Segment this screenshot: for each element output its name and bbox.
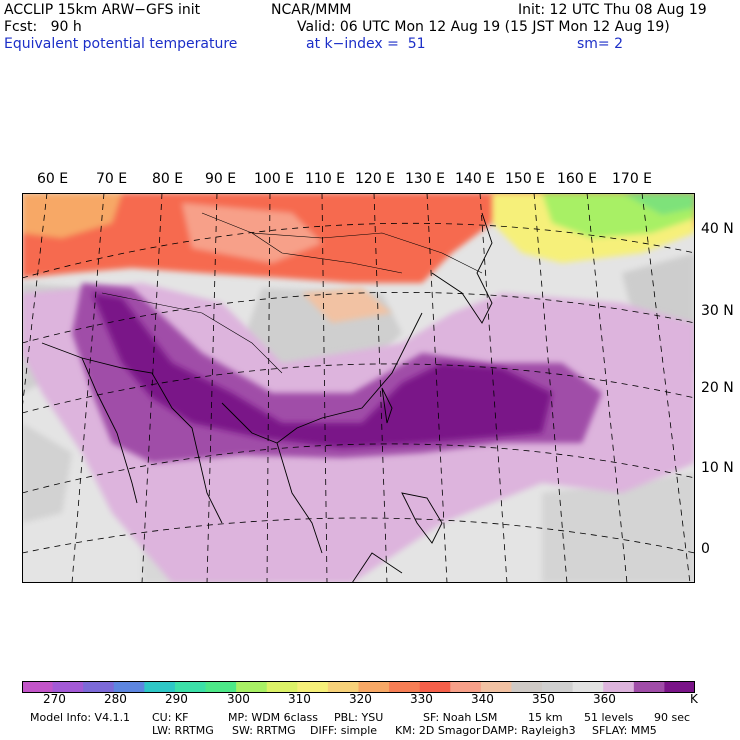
- lat-label-0: 0: [701, 541, 710, 557]
- theta-e-map: [22, 193, 695, 583]
- colorbar-swatch: [113, 681, 145, 693]
- colorbar-tick-340: 340: [471, 692, 494, 706]
- lat-label-10n: 10 N: [701, 460, 734, 476]
- lon-label-100e: 100 E: [254, 171, 295, 187]
- colorbar-swatch: [603, 681, 635, 693]
- borders: [101, 212, 483, 374]
- colorbar-swatch: [266, 681, 298, 693]
- footer-cu: CU: KF: [152, 711, 189, 724]
- colorbar-swatch: [144, 681, 176, 693]
- lat-label-20n: 20 N: [701, 380, 734, 396]
- footer-damp: DAMP: Rayleigh3: [482, 724, 576, 737]
- lon-label-110e: 110 E: [305, 171, 346, 187]
- colorbar-tick-280: 280: [104, 692, 127, 706]
- map-frame: [22, 193, 695, 583]
- colorbar-swatch: [633, 681, 665, 693]
- colorbar: [22, 681, 695, 693]
- lon-label-170e: 170 E: [612, 171, 653, 187]
- colorbar-tick-270: 270: [43, 692, 66, 706]
- colorbar-swatch: [205, 681, 237, 693]
- field-name: Equivalent potential temperature: [4, 36, 238, 52]
- cold-pool-northeast: [492, 193, 695, 263]
- colorbar-swatch: [511, 681, 543, 693]
- colorbar-swatch: [664, 681, 695, 693]
- colorbar-unit: K: [690, 692, 698, 706]
- colorbar-swatch: [358, 681, 390, 693]
- footer-km: KM: 2D Smagor: [395, 724, 481, 737]
- footer-sw: SW: RRTMG: [232, 724, 296, 737]
- smoothing-label: sm= 2: [577, 36, 624, 52]
- colorbar-tick-350: 350: [532, 692, 555, 706]
- lon-label-90e: 90 E: [205, 171, 237, 187]
- footer-timestep: 90 sec: [654, 711, 691, 724]
- graticule: [22, 193, 695, 583]
- colorbar-tick-330: 330: [410, 692, 433, 706]
- forecast-hour: Fcst: 90 h: [4, 19, 82, 35]
- footer-pbl: PBL: YSU: [334, 711, 384, 724]
- lon-label-80e: 80 E: [152, 171, 184, 187]
- colorbar-swatch: [542, 681, 574, 693]
- lon-label-120e: 120 E: [355, 171, 396, 187]
- footer-model-info: Model Info: V4.1.1: [30, 711, 131, 724]
- colorbar-swatch: [236, 681, 268, 693]
- colorbar-swatch: [572, 681, 604, 693]
- lon-label-150e: 150 E: [505, 171, 546, 187]
- colorbar-swatch: [174, 681, 207, 693]
- colorbar-tick-290: 290: [165, 692, 188, 706]
- colorbar-tick-300: 300: [227, 692, 250, 706]
- colorbar-swatch: [52, 681, 84, 693]
- lon-label-60e: 60 E: [37, 171, 69, 187]
- valid-time: Valid: 06 UTC Mon 12 Aug 19 (15 JST Mon …: [297, 19, 670, 35]
- colorbar-swatch: [480, 681, 512, 693]
- model-title: ACCLIP 15km ARW−GFS init: [4, 2, 201, 18]
- dark-purple-core: [92, 293, 552, 448]
- colorbar-swatch: [327, 681, 359, 693]
- footer-sflay: SFLAY: MM5: [592, 724, 657, 737]
- colorbar-swatch: [22, 681, 54, 693]
- lon-label-160e: 160 E: [557, 171, 598, 187]
- init-time: Init: 12 UTC Thu 08 Aug 19: [518, 2, 707, 18]
- footer-mp: MP: WDM 6class: [228, 711, 318, 724]
- colorbar-swatch: [450, 681, 482, 693]
- footer-sf: SF: Noah LSM: [423, 711, 498, 724]
- lat-label-30n: 30 N: [701, 303, 734, 319]
- footer-resolution: 15 km: [528, 711, 563, 724]
- lon-label-140e: 140 E: [455, 171, 496, 187]
- lat-label-40n: 40 N: [701, 221, 734, 237]
- lon-label-130e: 130 E: [405, 171, 446, 187]
- colorbar-tick-320: 320: [349, 692, 372, 706]
- colorbar-swatch: [297, 681, 329, 693]
- footer-levels: 51 levels: [584, 711, 634, 724]
- level-label: at k−index = 51: [306, 36, 426, 52]
- colorbar-frame: [22, 681, 695, 693]
- colorbar-swatch: [389, 681, 421, 693]
- lon-label-70e: 70 E: [96, 171, 128, 187]
- center-label: NCAR/MMM: [271, 2, 352, 18]
- colorbar-swatch: [419, 681, 451, 693]
- colorbar-swatch: [83, 681, 115, 693]
- footer-diff: DIFF: simple: [310, 724, 378, 737]
- footer-lw: LW: RRTMG: [152, 724, 214, 737]
- colorbar-tick-360: 360: [593, 692, 616, 706]
- colorbar-tick-310: 310: [288, 692, 311, 706]
- warm-band: [22, 193, 695, 323]
- coastlines: [41, 212, 493, 583]
